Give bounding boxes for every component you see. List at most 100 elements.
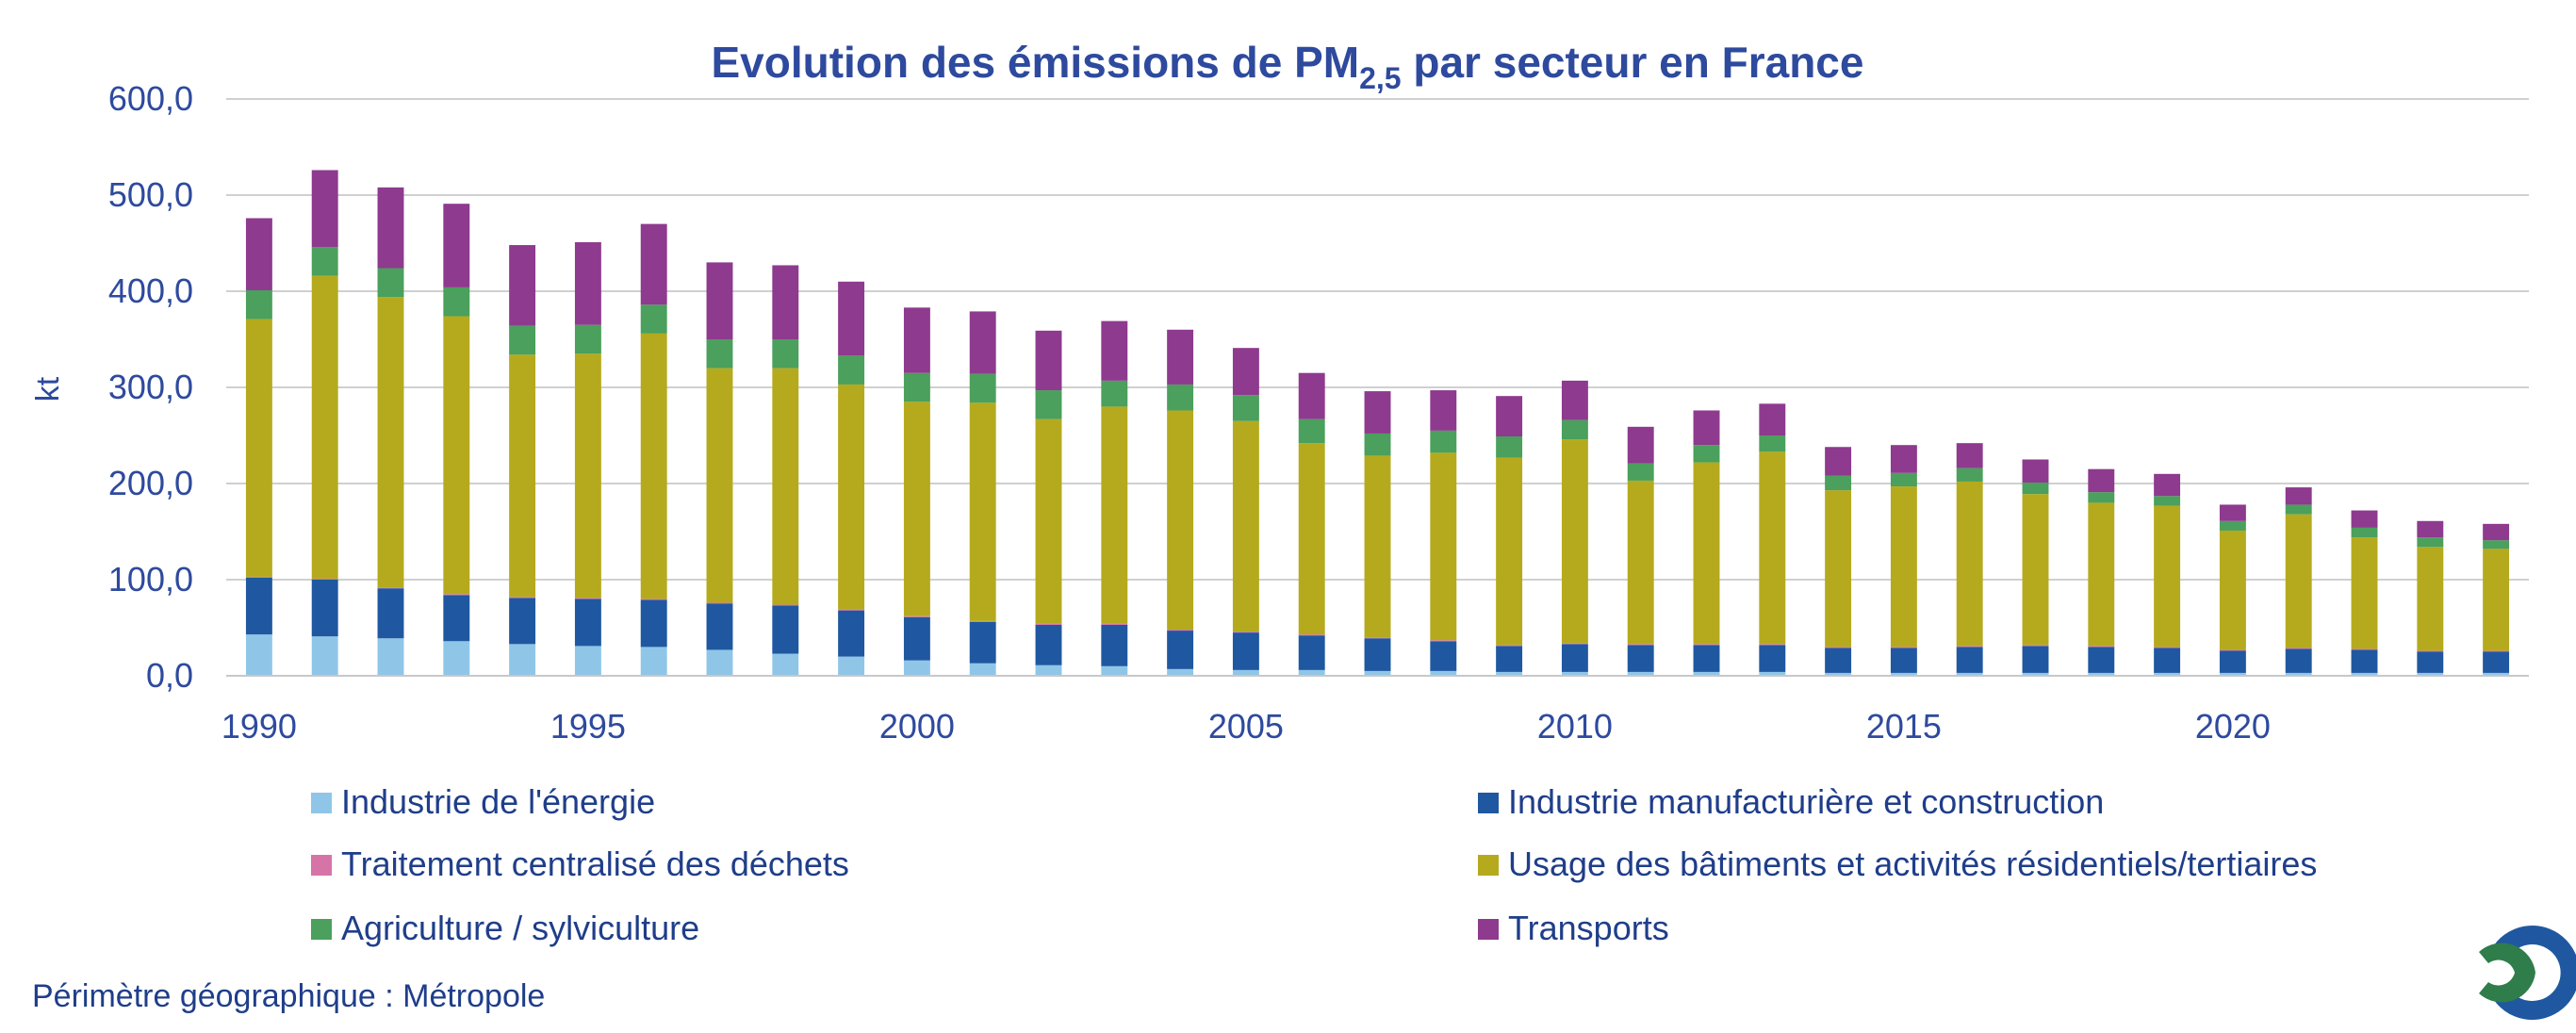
bar-segment [1890,472,1917,487]
bar-segment [1430,670,1457,676]
bar-segment [2219,649,2246,651]
bar-segment [903,372,930,402]
bar-segment [640,599,667,648]
bar-segment [2088,672,2115,676]
bar-segment [706,649,733,676]
bar-segment [2022,646,2049,673]
bar-segment [838,610,865,657]
legend-swatch [311,855,332,876]
bar-segment [245,289,272,320]
bar-segment [2154,505,2181,648]
bar-segment [1298,634,1325,636]
bar-segment [969,620,996,622]
bar-segment [2285,648,2312,673]
bar-segment [1364,637,1391,639]
bar-segment [1430,430,1457,453]
bar-segment [903,615,930,617]
bar-segment [1561,419,1588,440]
bar-segment [509,597,536,598]
bar-segment [772,604,799,606]
bar-segment [706,603,733,650]
bar-segment [1298,635,1325,670]
bar-segment [1298,669,1325,676]
bar-segment [1561,671,1588,676]
bar-segment [311,275,338,579]
y-tick-label: 0,0 [146,656,193,695]
bar-segment [1627,644,1654,646]
bar-segment [1627,463,1654,481]
bar-segment [2351,510,2378,528]
bar-segment [903,307,930,373]
bar-segment [2022,459,2049,483]
bar-segment [574,324,601,354]
bar-segment [1890,648,1917,673]
bar-segment [2285,672,2312,676]
bar-segment [509,598,536,645]
bar-segment [1101,624,1128,666]
bar-segment [2154,473,2181,497]
logo-icon [2479,926,2576,1020]
bar-segment [311,580,338,637]
y-tick-label: 100,0 [108,560,193,598]
bar-segment [1627,645,1654,672]
bar-segment [377,297,404,588]
bar-segment [706,339,733,369]
bar-segment [969,663,996,676]
perimeter-note: Périmètre géographique : Métropole [32,978,545,1014]
bar-segment [1035,390,1062,419]
bar-segment [640,333,667,599]
bar-segment [2417,537,2444,548]
bar-segment [2219,530,2246,650]
bar-segment [377,638,404,676]
bar-segment [2483,523,2510,541]
bar-segment [1890,672,1917,676]
bar-segment [1035,624,1062,665]
bar-segment [2351,648,2378,650]
bar-segment [2022,494,2049,646]
y-tick-label: 300,0 [108,368,193,406]
bar-segment [377,187,404,269]
bar-segment [443,316,470,595]
bar-segment [903,616,930,661]
x-tick-label: 2005 [1208,707,1284,746]
bar-segment [1364,433,1391,456]
bar-segment [1956,647,1983,673]
bar-segment [311,170,338,248]
bar-segment [1035,623,1062,625]
bar-segment [1364,455,1391,638]
x-tick-label: 2000 [879,707,955,746]
bar-segment [377,588,404,639]
legend-label: Traitement centralisé des déchets [341,844,849,883]
bar-segment [1232,348,1259,396]
bar-segment [1693,410,1720,446]
bar-segment [969,402,996,621]
bar-segment [1167,329,1194,385]
bar-segment [1430,390,1457,431]
y-tick-label: 500,0 [108,175,193,214]
bar-segment [1101,320,1128,381]
bar-segment [1496,645,1523,647]
bar-segment [311,247,338,276]
bar-segment [2483,540,2510,549]
bar-segment [969,311,996,374]
bar-segment [574,598,601,647]
x-tick-label: 2020 [2195,707,2271,746]
bar-segment [2154,648,2181,673]
bar-segment [1232,632,1259,670]
bar-segment [1167,631,1194,669]
bar-segment [2351,649,2378,673]
legend-label: Usage des bâtiments et activités résiden… [1508,844,2317,883]
bar-segment [2417,672,2444,676]
bar-segment [1627,671,1654,676]
bar-segment [2219,520,2246,531]
bar-segment [1693,644,1720,646]
legend-swatch [311,919,332,940]
bar-segment [2022,672,2049,676]
legend-swatch [311,793,332,813]
bar-segment [2219,672,2246,676]
bar-segment [1101,623,1128,625]
bar-segment [969,373,996,403]
bar-segment [1825,672,1852,676]
bar-segment [2417,651,2444,673]
